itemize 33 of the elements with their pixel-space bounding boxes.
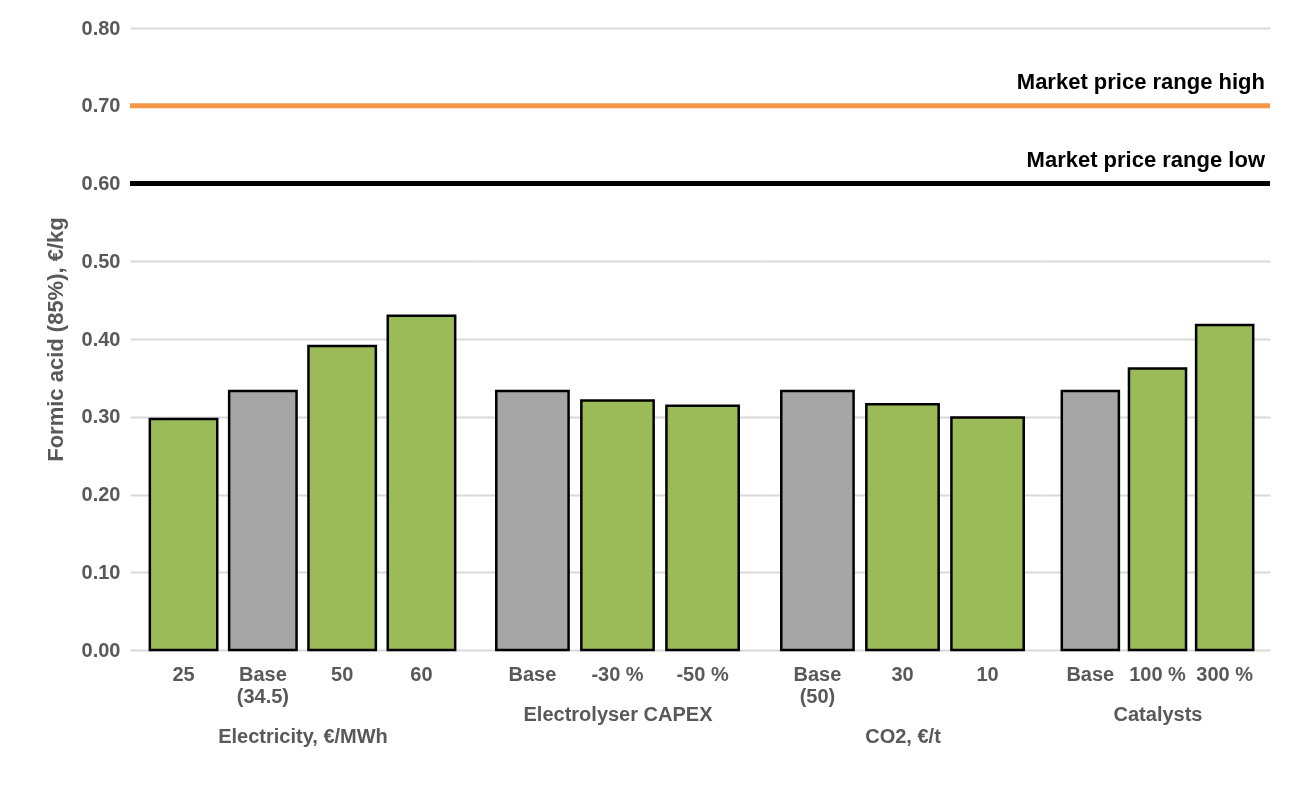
x-tick-label: 30 [891, 662, 914, 685]
y-tick-label: 0.60 [81, 172, 121, 194]
y-tick-label: 0.30 [81, 405, 121, 428]
x-tick-label: Base (34.5) [236, 662, 289, 707]
y-tick-label: 0.00 [81, 638, 121, 661]
bar [386, 314, 457, 652]
x-axis-title: Catalysts [1113, 702, 1203, 725]
x-tick-label: Base [508, 662, 557, 685]
y-tick-label: 0.10 [81, 560, 121, 583]
ref-line-label: Market price range high [1016, 68, 1265, 94]
x-tick-label: 60 [410, 662, 433, 685]
x-tick-label: Base (50) [793, 662, 842, 707]
y-tick-label: 0.80 [81, 16, 121, 39]
y-axis-title: Formic acid (85%), €/kg [42, 217, 68, 462]
ref-line-label: Market price range low [1026, 146, 1266, 172]
x-tick-label: 300 % [1196, 662, 1254, 685]
y-tick-label: 0.70 [81, 94, 121, 117]
y-tick-label: 0.40 [81, 327, 121, 350]
x-tick-label: 25 [172, 662, 195, 685]
x-axis-title: Electricity, €/MWh [218, 724, 388, 747]
x-tick-label: -50 % [676, 662, 729, 685]
bar [148, 417, 219, 652]
x-tick-label: 100 % [1129, 662, 1187, 685]
bar [307, 344, 378, 652]
x-tick-label: Base [1066, 662, 1115, 685]
x-tick-label: -30 % [591, 662, 644, 685]
y-tick-label: 0.20 [81, 483, 121, 505]
x-axis-title: CO2, €/t [865, 724, 942, 747]
x-axis-title: Electrolyser CAPEX [523, 702, 714, 725]
y-tick-label: 0.50 [81, 249, 121, 272]
bar [227, 389, 298, 652]
x-tick-label: 10 [976, 662, 999, 685]
x-tick-label: 50 [331, 662, 354, 685]
